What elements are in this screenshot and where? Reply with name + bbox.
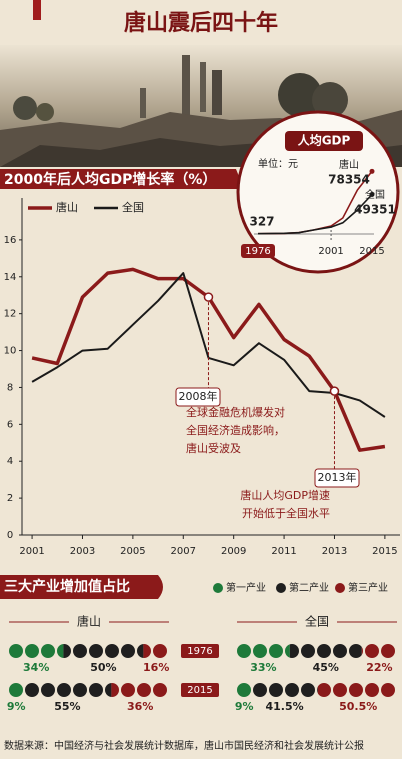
legend-label: 第一产业 bbox=[226, 581, 266, 594]
legend-label: 全国 bbox=[122, 200, 144, 214]
y-tick-label: 4 bbox=[7, 456, 13, 467]
annotation-year: 2013年 bbox=[318, 470, 357, 484]
share-segment bbox=[143, 644, 167, 658]
inset-title: 人均GDP bbox=[298, 133, 351, 148]
share-label: 22% bbox=[366, 661, 392, 674]
y-tick-label: 16 bbox=[4, 235, 17, 246]
x-tick-label: 2001 bbox=[318, 246, 343, 257]
x-tick-box bbox=[241, 244, 275, 258]
annotation-text: 全国经济造成影响， bbox=[186, 423, 285, 437]
chart-title: 2000年后人均GDP增长率（%） bbox=[4, 171, 216, 188]
share-label: 16% bbox=[143, 661, 169, 674]
share-segment bbox=[289, 644, 362, 658]
share-label: 9% bbox=[235, 700, 254, 713]
inset-frame bbox=[236, 110, 400, 274]
year-box bbox=[181, 644, 219, 658]
legend-swatch bbox=[213, 583, 223, 593]
x-tick-label: 1976 bbox=[245, 246, 270, 257]
y-tick-label: 6 bbox=[7, 419, 13, 430]
share-segment bbox=[23, 683, 112, 697]
inset-start-label: 327 bbox=[249, 215, 274, 229]
share-label: 55% bbox=[54, 700, 80, 713]
annotation-text: 全球金融危机爆发对 bbox=[186, 405, 285, 419]
inset-series-name: 唐山 bbox=[339, 158, 359, 171]
legend-label: 唐山 bbox=[56, 200, 78, 214]
share-segment bbox=[317, 683, 395, 697]
legend-label: 第二产业 bbox=[289, 581, 329, 594]
x-tick-label: 2007 bbox=[171, 546, 196, 557]
x-tick-label: 2011 bbox=[271, 546, 296, 557]
x-tick-label: 2005 bbox=[120, 546, 145, 557]
share-segment bbox=[361, 644, 395, 658]
y-tick-label: 10 bbox=[4, 346, 17, 357]
legend-swatch bbox=[276, 583, 286, 593]
inset-unit: 单位：元 bbox=[258, 157, 298, 170]
annotation-point bbox=[329, 386, 340, 396]
x-tick-label: 2001 bbox=[19, 546, 44, 557]
legend-label: 第三产业 bbox=[348, 581, 388, 594]
title-bar bbox=[0, 575, 163, 599]
y-tick-label: 8 bbox=[7, 382, 13, 393]
header-mark bbox=[33, 0, 41, 20]
x-tick-label: 2013 bbox=[322, 546, 347, 557]
share-label: 45% bbox=[313, 661, 339, 674]
growth-chart: 2000年后人均GDP增长率（%） 0 2 4 6 8 10 12 14 16 2001 2003 20… bbox=[0, 169, 400, 557]
inset-series-name: 全国 bbox=[365, 188, 385, 201]
legend-swatch bbox=[335, 583, 345, 593]
x-tick-label: 2009 bbox=[221, 546, 246, 557]
x-tick-label: 2015 bbox=[359, 246, 384, 257]
share-label: 50% bbox=[90, 661, 116, 674]
x-tick-label: 2003 bbox=[70, 546, 95, 557]
share-segment bbox=[9, 683, 24, 697]
group-label: 唐山 bbox=[77, 614, 101, 629]
inset-line bbox=[257, 193, 373, 235]
chart-title: 三大产业增加值占比 bbox=[4, 578, 130, 595]
inset-value-label: 78354 bbox=[328, 173, 370, 187]
inset-title-bar bbox=[285, 131, 363, 151]
annotation-text: 唐山人均GDP增速 bbox=[240, 488, 330, 502]
share-label: 41.5% bbox=[266, 700, 304, 713]
y-tick-label: 0 bbox=[7, 530, 13, 541]
annotation-box bbox=[175, 387, 221, 407]
y-tick-label: 12 bbox=[4, 309, 17, 320]
share-segment bbox=[237, 683, 252, 697]
share-label: 34% bbox=[23, 661, 49, 674]
inset-value-label: 49351 bbox=[354, 203, 396, 217]
annotation-text: 唐山受波及 bbox=[186, 441, 241, 455]
share-label: 50.5% bbox=[339, 700, 377, 713]
y-tick-label: 2 bbox=[7, 493, 13, 504]
header-title: 唐山震后四十年 bbox=[124, 10, 278, 36]
share-label: 9% bbox=[7, 700, 26, 713]
annotation-text: 开始低于全国水平 bbox=[242, 506, 330, 520]
year-box bbox=[181, 683, 219, 697]
year-label: 2015 bbox=[187, 685, 212, 696]
group-label: 全国 bbox=[305, 614, 329, 629]
title-bar bbox=[0, 169, 244, 189]
share-label: 36% bbox=[127, 700, 153, 713]
year-label: 1976 bbox=[187, 646, 212, 657]
inset-end-point bbox=[369, 168, 375, 174]
annotation-year: 2008年 bbox=[179, 389, 218, 403]
x-tick-label: 2015 bbox=[372, 546, 397, 557]
share-label: 33% bbox=[250, 661, 276, 674]
annotation-point bbox=[203, 292, 214, 302]
y-tick-label: 14 bbox=[4, 272, 17, 283]
inset-end-point bbox=[369, 192, 375, 198]
annotation-box bbox=[314, 468, 360, 488]
source-note: 数据来源：中国经济与社会发展统计数据库，唐山市国民经济和社会发展统计公报 bbox=[4, 739, 364, 752]
